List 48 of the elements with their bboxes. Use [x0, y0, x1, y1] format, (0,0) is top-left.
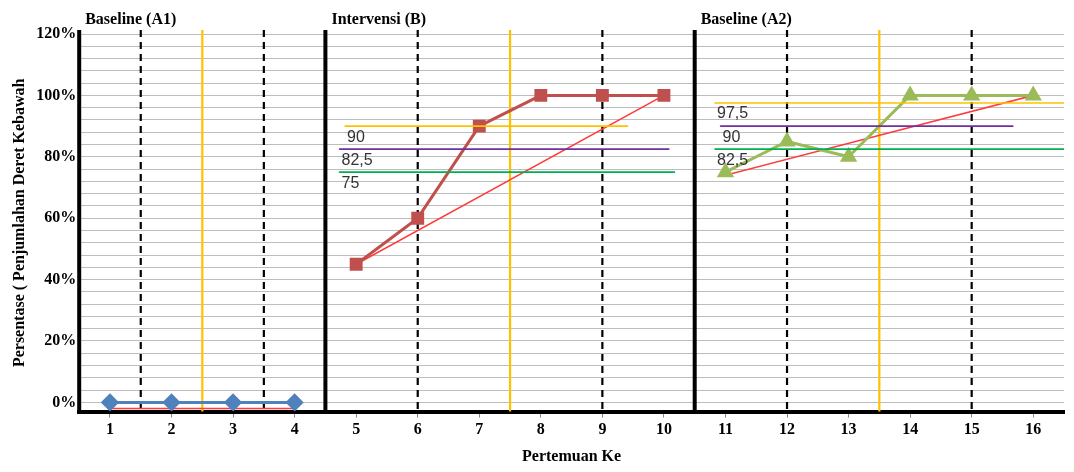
x-tick-label: 11 — [717, 420, 734, 438]
x-tick-label: 13 — [840, 420, 857, 438]
point — [595, 88, 609, 102]
x-tick-label: 1 — [105, 420, 114, 438]
point — [534, 88, 548, 102]
point — [101, 393, 119, 411]
x-tick-label: 4 — [290, 420, 299, 438]
point — [286, 393, 304, 411]
y-tick-label: 80% — [44, 146, 77, 164]
annotation: 97,5 — [717, 104, 749, 122]
annotation: 82,5 — [341, 150, 373, 168]
point — [779, 132, 795, 147]
x-tick-label: 14 — [902, 420, 919, 438]
y-tick-label: 20% — [44, 331, 77, 349]
ref-line-label: Intervensi (B) — [331, 10, 427, 29]
point — [411, 211, 425, 225]
point — [841, 148, 857, 162]
annotation: 75 — [341, 173, 360, 191]
point — [902, 86, 918, 101]
annotation: 90 — [347, 127, 365, 145]
x-tick-label: 10 — [655, 420, 672, 438]
annotation: 90 — [722, 127, 741, 145]
x-tick-label: 12 — [779, 420, 796, 438]
y-axis-title: Persentase ( Penjumlahan Deret Kebawah — [9, 78, 28, 368]
point — [1025, 86, 1041, 101]
annotation: 82,5 — [717, 150, 749, 168]
y-tick-label: 100% — [36, 85, 77, 103]
y-tick-label: 0% — [52, 392, 77, 410]
x-tick-label: 3 — [229, 420, 238, 438]
y-tick-label: 40% — [44, 269, 77, 287]
ref-line-label: Baseline (A1) — [85, 10, 177, 29]
point — [657, 88, 671, 102]
point — [964, 86, 980, 101]
x-tick-label: 7 — [475, 420, 484, 438]
point — [349, 257, 363, 271]
ref-line-label: Baseline (A2) — [700, 10, 792, 29]
x-tick-label: 15 — [963, 420, 980, 438]
y-tick-label: 60% — [44, 208, 77, 226]
x-axis-title: Pertemuan Ke — [522, 446, 622, 464]
x-tick-label: 6 — [413, 420, 422, 438]
point — [224, 393, 242, 411]
x-tick-label: 2 — [167, 420, 176, 438]
x-tick-label: 8 — [536, 420, 545, 438]
y-tick-label: 120% — [36, 24, 77, 42]
x-tick-label: 5 — [352, 420, 361, 438]
x-tick-label: 9 — [598, 420, 607, 438]
point — [163, 393, 181, 411]
x-tick-label: 16 — [1025, 420, 1042, 438]
